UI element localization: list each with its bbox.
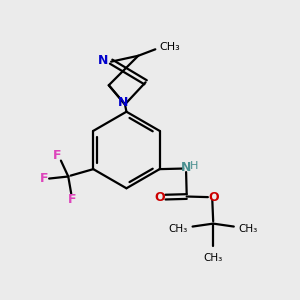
Text: F: F [68,193,76,206]
Text: O: O [154,190,165,204]
Text: H: H [190,160,199,171]
Text: N: N [118,96,129,109]
Text: CH₃: CH₃ [168,224,188,234]
Text: N: N [181,160,191,174]
Text: O: O [208,190,219,204]
Text: CH₃: CH₃ [239,224,258,234]
Text: CH₃: CH₃ [204,253,223,263]
Text: CH₃: CH₃ [160,42,181,52]
Text: N: N [98,54,108,67]
Text: F: F [40,172,48,185]
Text: F: F [53,149,61,162]
